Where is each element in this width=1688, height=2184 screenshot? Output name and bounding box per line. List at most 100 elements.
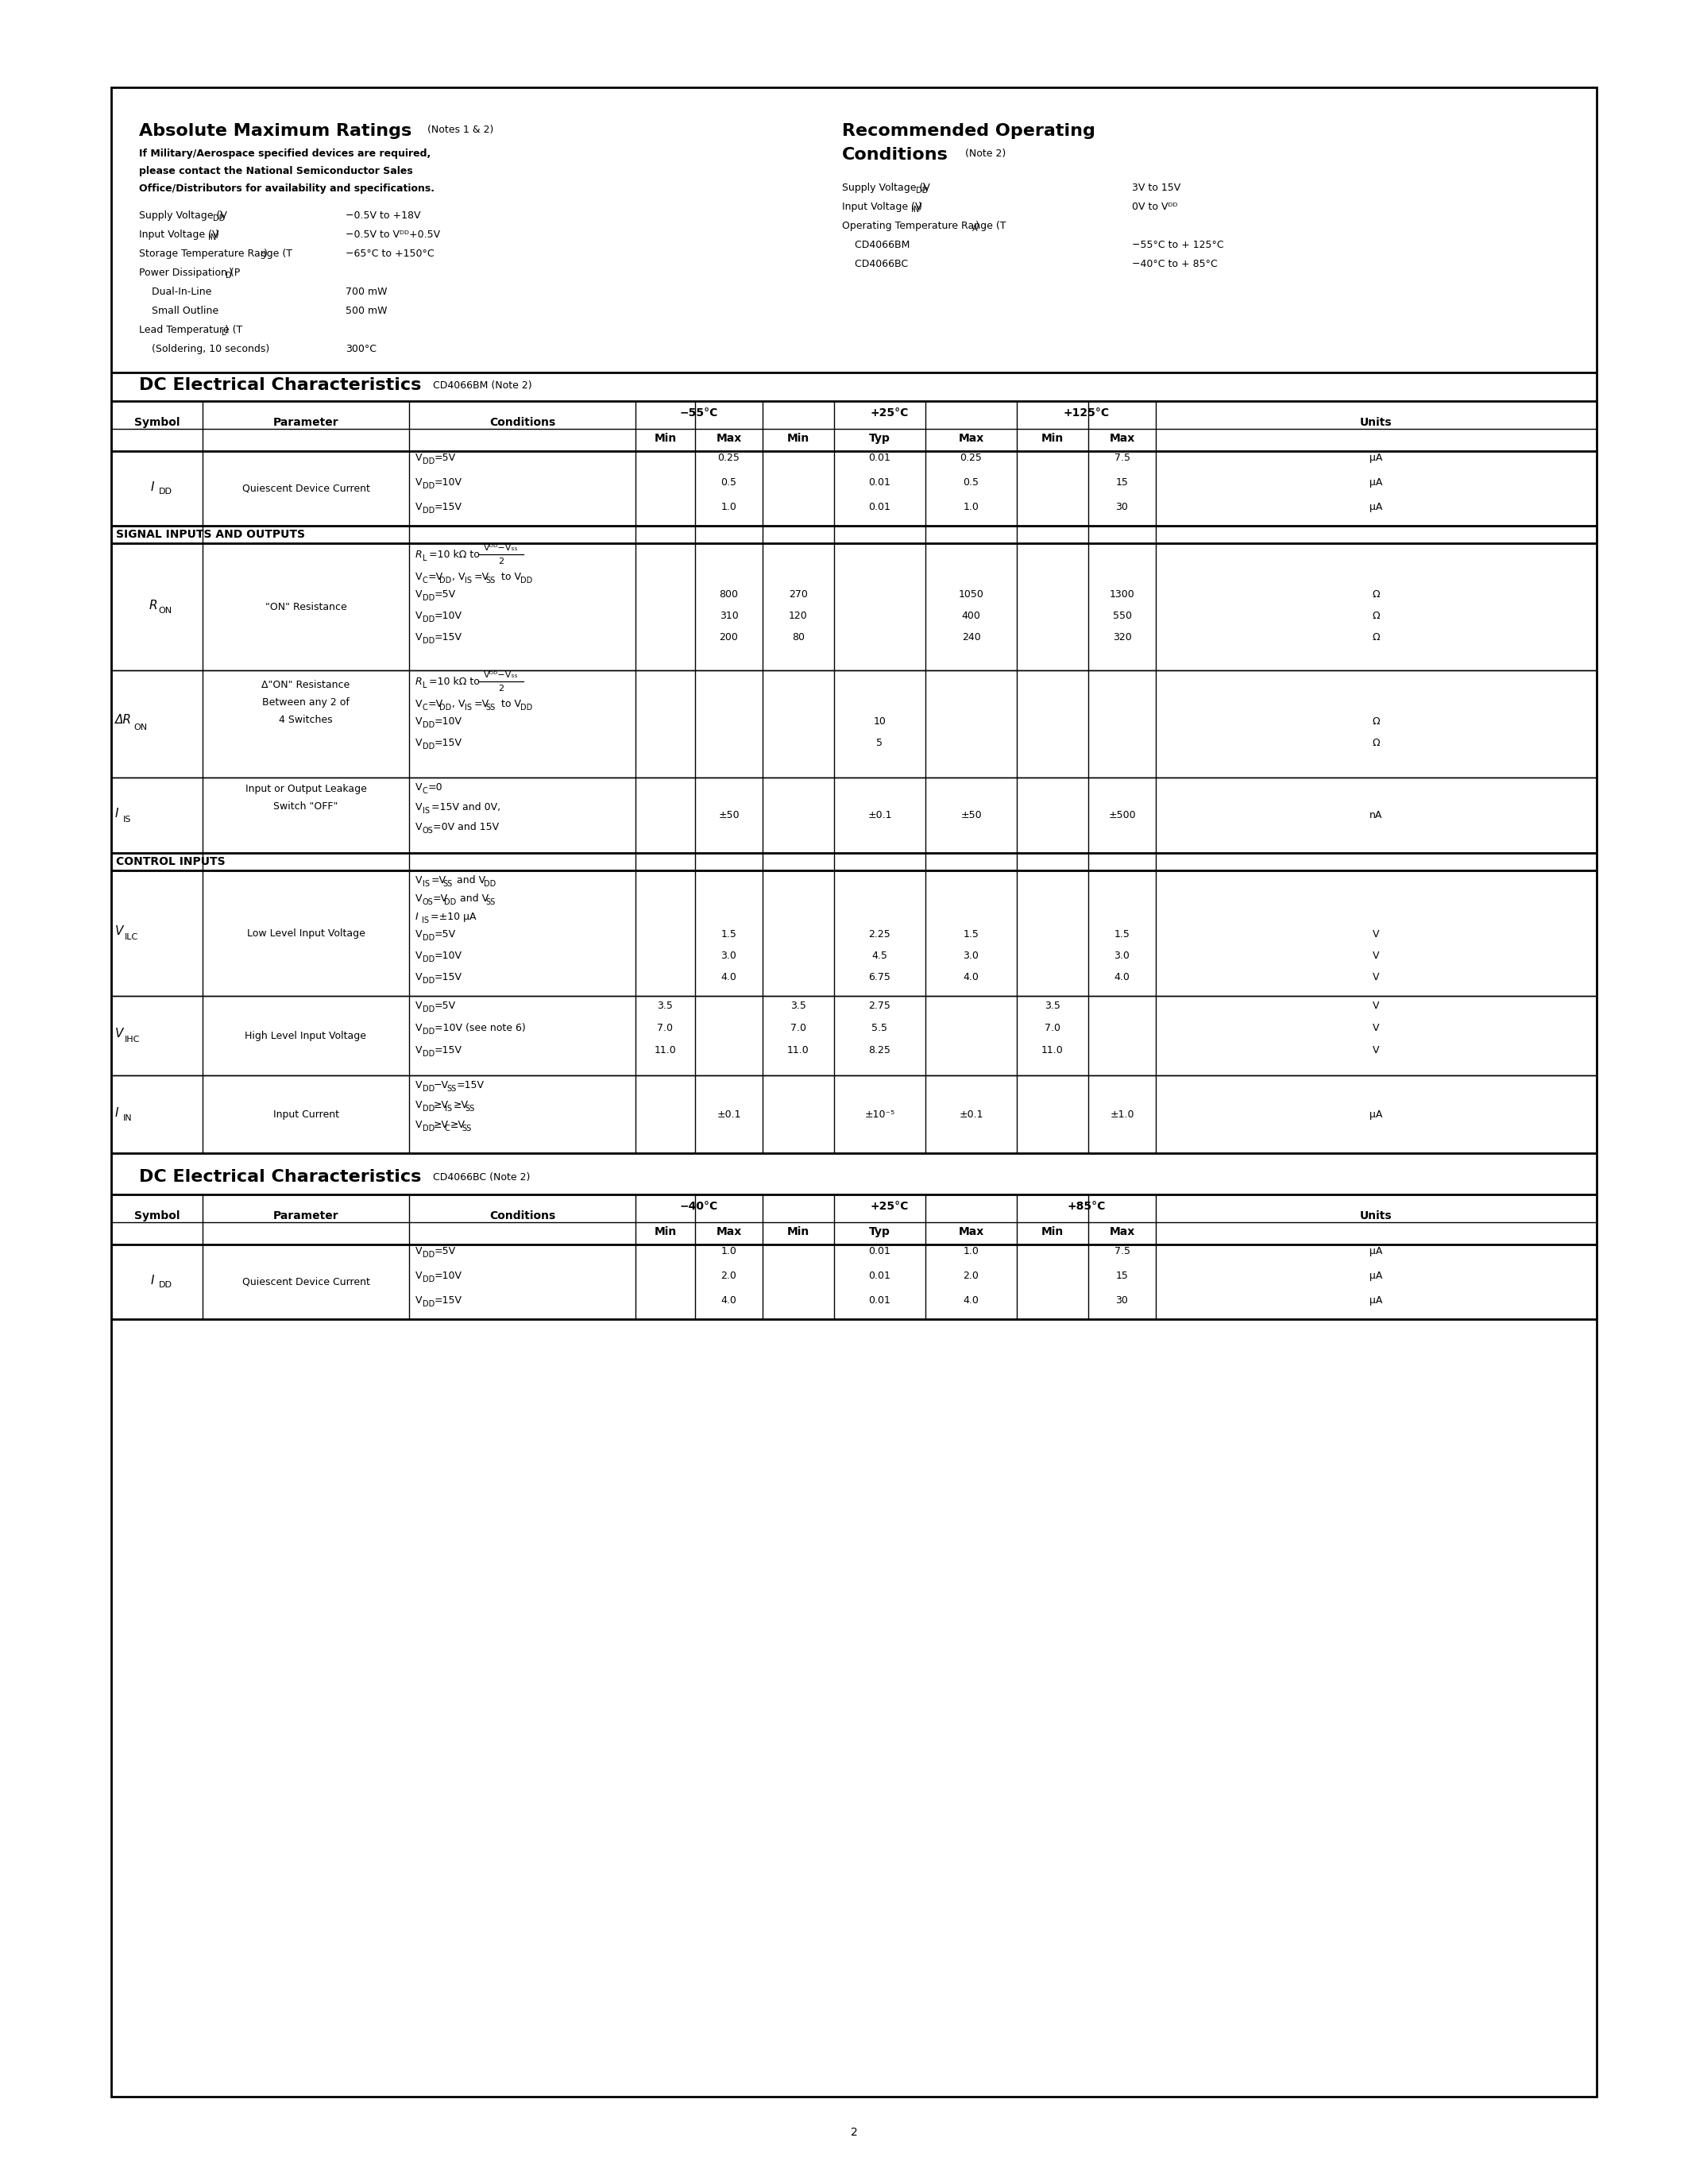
Text: 3.0: 3.0 [964,950,979,961]
Text: =5V: =5V [434,928,456,939]
Text: 1.0: 1.0 [964,502,979,511]
Text: Parameter: Parameter [273,1210,339,1221]
Text: Supply Voltage (V: Supply Voltage (V [842,183,930,192]
Text: 550: 550 [1112,609,1131,620]
Text: DC Electrical Characteristics: DC Electrical Characteristics [138,378,422,393]
Text: =15V and 0V,: =15V and 0V, [432,802,501,812]
Text: ≥V: ≥V [434,1099,449,1109]
Text: Input Current: Input Current [273,1109,339,1120]
Text: +125°C: +125°C [1063,408,1109,419]
Text: V: V [415,1000,422,1011]
Text: −40°C: −40°C [680,1201,717,1212]
Text: 800: 800 [719,590,738,598]
Text: I: I [415,911,419,922]
Text: V: V [1372,1000,1379,1011]
Text: 0.25: 0.25 [960,452,982,463]
Text: L: L [422,681,427,690]
Text: 1.0: 1.0 [721,502,736,511]
Text: ±50: ±50 [960,810,982,821]
Text: , V: , V [452,699,466,710]
Text: C: C [446,1125,451,1133]
Text: SIGNAL INPUTS AND OUTPUTS: SIGNAL INPUTS AND OUTPUTS [116,529,306,539]
Text: 240: 240 [962,631,981,642]
Text: DD: DD [422,954,436,963]
Text: =0: =0 [429,782,442,793]
Text: ON: ON [159,607,172,614]
Text: 0.01: 0.01 [869,476,891,487]
Text: C: C [422,786,429,795]
Text: 2.0: 2.0 [964,1271,979,1280]
Text: 0.01: 0.01 [869,502,891,511]
Text: DD: DD [422,1275,436,1284]
Text: =10V: =10V [434,476,463,487]
Text: V: V [415,782,422,793]
Text: 7.0: 7.0 [790,1022,807,1033]
Text: −0.5V to +18V: −0.5V to +18V [346,210,420,221]
Text: V: V [415,738,422,747]
Text: DD: DD [520,703,532,712]
Text: OS: OS [422,898,434,906]
Text: V: V [115,924,123,937]
Text: −40°C to + 85°C: −40°C to + 85°C [1133,260,1217,269]
Text: 0.5: 0.5 [964,476,979,487]
Text: SS: SS [442,880,452,889]
Text: 4.0: 4.0 [1114,972,1129,983]
Text: 15: 15 [1116,476,1128,487]
Text: 11.0: 11.0 [1041,1044,1063,1055]
Text: ): ) [225,325,228,334]
Text: V: V [1372,972,1379,983]
Text: 6.75: 6.75 [869,972,891,983]
Text: 700 mW: 700 mW [346,286,387,297]
Text: =0V and 15V: =0V and 15V [432,821,500,832]
Text: IHC: IHC [125,1035,140,1044]
Text: DD: DD [520,577,532,585]
Text: 1.5: 1.5 [1114,928,1129,939]
Text: DD: DD [915,186,928,194]
Text: Max: Max [959,432,984,443]
Text: Max: Max [1109,1225,1134,1238]
Text: V: V [1372,1044,1379,1055]
Text: Min: Min [1041,432,1063,443]
Text: +85°C: +85°C [1067,1201,1106,1212]
Text: If Military/Aerospace specified devices are required,: If Military/Aerospace specified devices … [138,149,430,159]
Text: Max: Max [1109,432,1134,443]
Text: V: V [415,699,422,710]
Text: 0.01: 0.01 [869,1295,891,1306]
Text: 4.0: 4.0 [721,972,736,983]
Text: ±0.1: ±0.1 [717,1109,741,1120]
Text: Min: Min [787,1225,810,1238]
Text: V: V [415,893,422,904]
Text: 5: 5 [876,738,883,747]
Text: 10: 10 [873,716,886,727]
Text: ON: ON [133,723,147,732]
Text: 0.5: 0.5 [721,476,736,487]
Text: 11.0: 11.0 [787,1044,809,1055]
Text: =15V: =15V [434,972,463,983]
Text: CD4066BM (Note 2): CD4066BM (Note 2) [432,380,532,391]
Text: =V: =V [474,572,490,581]
Text: 270: 270 [788,590,809,598]
Text: V: V [415,928,422,939]
Text: Min: Min [653,1225,677,1238]
Text: 2: 2 [851,2127,858,2138]
Text: Recommended Operating: Recommended Operating [842,122,1096,140]
Text: DD: DD [422,638,436,644]
Text: DD: DD [422,976,436,985]
Text: =15V: =15V [434,738,463,747]
Text: V: V [415,1044,422,1055]
Text: 3.5: 3.5 [657,1000,674,1011]
Text: Δ"ON" Resistance: Δ"ON" Resistance [262,679,349,690]
Text: DD: DD [422,1085,436,1092]
Text: DD: DD [422,507,436,515]
Text: 1.5: 1.5 [964,928,979,939]
Text: 0.01: 0.01 [869,452,891,463]
Text: 1.5: 1.5 [721,928,736,939]
Text: =10V: =10V [434,716,463,727]
Text: 400: 400 [962,609,981,620]
Text: ≥V: ≥V [451,1120,466,1129]
Text: 30: 30 [1116,502,1128,511]
Text: =V: =V [432,876,447,885]
Text: C: C [422,577,429,585]
Text: =V: =V [429,699,444,710]
Text: Input Voltage (V: Input Voltage (V [138,229,219,240]
